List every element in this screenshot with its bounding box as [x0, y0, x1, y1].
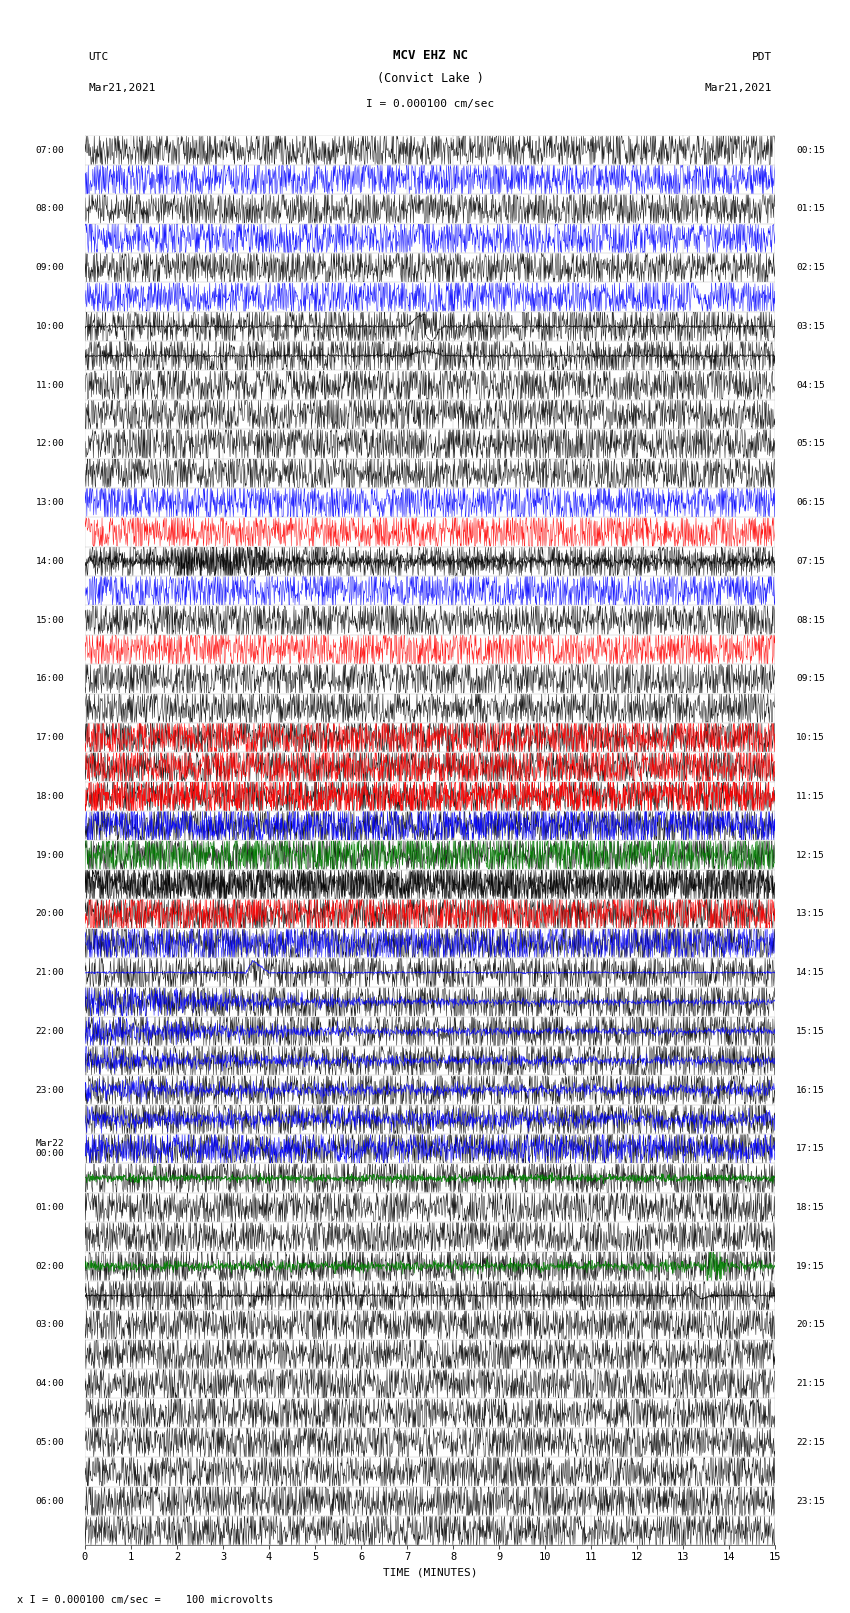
Text: 03:00: 03:00: [36, 1321, 65, 1329]
Text: MCV EHZ NC: MCV EHZ NC: [393, 48, 468, 63]
Text: (Convict Lake ): (Convict Lake ): [377, 71, 484, 85]
Text: 12:00: 12:00: [36, 439, 65, 448]
Text: UTC: UTC: [88, 52, 109, 63]
Text: 05:15: 05:15: [796, 439, 824, 448]
Text: x I = 0.000100 cm/sec =    100 microvolts: x I = 0.000100 cm/sec = 100 microvolts: [17, 1595, 273, 1605]
Text: 00:15: 00:15: [796, 145, 824, 155]
Text: 16:00: 16:00: [36, 674, 65, 684]
Text: 06:00: 06:00: [36, 1497, 65, 1505]
Text: 14:15: 14:15: [796, 968, 824, 977]
Text: 01:15: 01:15: [796, 205, 824, 213]
Text: 07:00: 07:00: [36, 145, 65, 155]
Text: 07:15: 07:15: [796, 556, 824, 566]
Text: 01:00: 01:00: [36, 1203, 65, 1211]
Text: 08:00: 08:00: [36, 205, 65, 213]
Text: Mar21,2021: Mar21,2021: [705, 84, 772, 94]
Text: 15:00: 15:00: [36, 616, 65, 624]
Text: 10:15: 10:15: [796, 732, 824, 742]
Text: 23:15: 23:15: [796, 1497, 824, 1505]
Text: 02:15: 02:15: [796, 263, 824, 273]
Text: 17:00: 17:00: [36, 732, 65, 742]
Text: 04:00: 04:00: [36, 1379, 65, 1389]
Text: 13:00: 13:00: [36, 498, 65, 506]
Text: Mar22
00:00: Mar22 00:00: [36, 1139, 65, 1158]
Text: 02:00: 02:00: [36, 1261, 65, 1271]
Text: 11:00: 11:00: [36, 381, 65, 390]
Text: 18:15: 18:15: [796, 1203, 824, 1211]
Text: 10:00: 10:00: [36, 323, 65, 331]
X-axis label: TIME (MINUTES): TIME (MINUTES): [382, 1568, 478, 1578]
Text: 14:00: 14:00: [36, 556, 65, 566]
Text: 09:00: 09:00: [36, 263, 65, 273]
Text: 22:00: 22:00: [36, 1027, 65, 1036]
Text: 11:15: 11:15: [796, 792, 824, 800]
Text: 15:15: 15:15: [796, 1027, 824, 1036]
Text: 19:15: 19:15: [796, 1261, 824, 1271]
Text: 18:00: 18:00: [36, 792, 65, 800]
Text: 08:15: 08:15: [796, 616, 824, 624]
Text: 13:15: 13:15: [796, 910, 824, 918]
Text: 06:15: 06:15: [796, 498, 824, 506]
Text: 21:15: 21:15: [796, 1379, 824, 1389]
Text: 05:00: 05:00: [36, 1437, 65, 1447]
Text: 04:15: 04:15: [796, 381, 824, 390]
Text: 21:00: 21:00: [36, 968, 65, 977]
Text: 17:15: 17:15: [796, 1144, 824, 1153]
Text: 20:00: 20:00: [36, 910, 65, 918]
Text: 12:15: 12:15: [796, 850, 824, 860]
Text: Mar21,2021: Mar21,2021: [88, 84, 156, 94]
Text: PDT: PDT: [751, 52, 772, 63]
Text: 16:15: 16:15: [796, 1086, 824, 1095]
Text: 20:15: 20:15: [796, 1321, 824, 1329]
Text: 19:00: 19:00: [36, 850, 65, 860]
Text: 09:15: 09:15: [796, 674, 824, 684]
Text: 03:15: 03:15: [796, 323, 824, 331]
Text: I = 0.000100 cm/sec: I = 0.000100 cm/sec: [366, 98, 494, 108]
Text: 22:15: 22:15: [796, 1437, 824, 1447]
Text: 23:00: 23:00: [36, 1086, 65, 1095]
